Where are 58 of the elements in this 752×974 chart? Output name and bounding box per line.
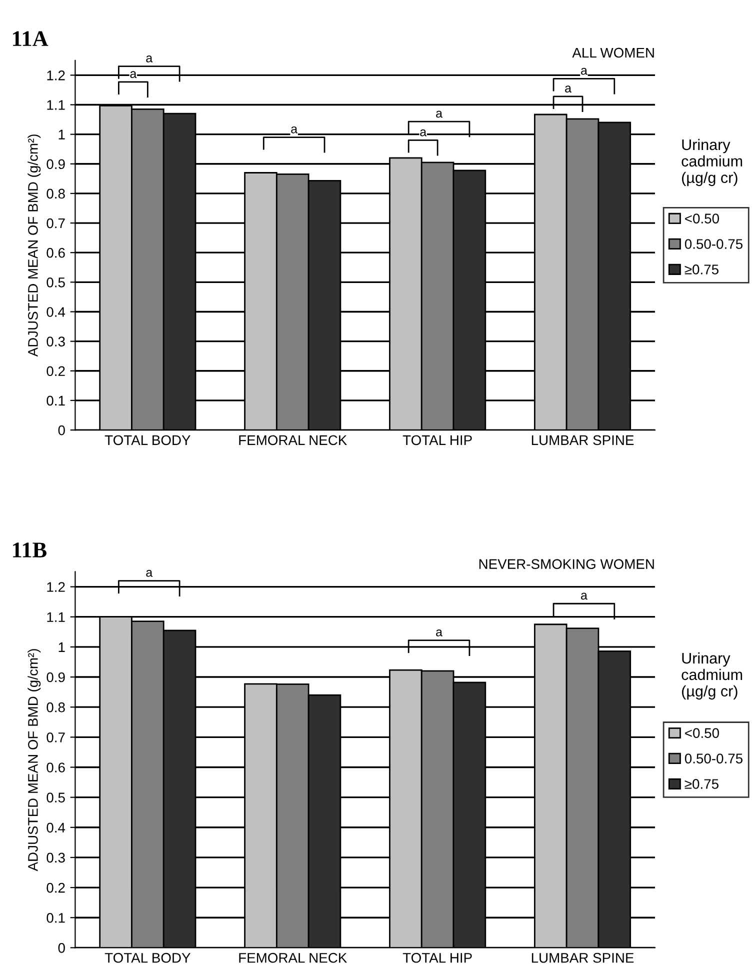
y-tick-label: 0 (58, 425, 65, 436)
y-tick-label: 0.5 (46, 792, 65, 802)
annotation: a (130, 71, 137, 78)
y-tick-label: 0.5 (46, 278, 65, 288)
y-tick-label: 0.4 (46, 307, 66, 317)
annotation: a (146, 570, 153, 577)
annotation: a (565, 86, 572, 93)
y-tick-label: 1.1 (47, 100, 65, 110)
y-tick-label: 1.1 (47, 612, 65, 622)
x-tick-label: FEMORAL NECK (239, 435, 347, 446)
x-tick-label: TOTAL HIP (402, 435, 472, 446)
y-tick-label: 0.8 (46, 188, 65, 199)
annotation: a (291, 126, 298, 134)
y-tick-label: 0.6 (46, 762, 65, 772)
y-tick-label: 1.2 (47, 70, 65, 80)
legend-label: ≥0.75 (684, 779, 718, 789)
x-tick-label: FEMORAL NECK (239, 952, 347, 963)
y-tick-label: 1.2 (47, 582, 65, 592)
y-tick-label: 0.1 (46, 912, 65, 923)
y-tick-label: 0 (58, 943, 65, 953)
chart-subtitle: ALL WOMEN (572, 48, 654, 58)
x-tick-label: TOTAL BODY (104, 435, 190, 446)
chart-title: 11B (13, 542, 46, 558)
legend-label: <0.50 (685, 214, 719, 224)
chart-subtitle: NEVER-SMOKING WOMEN (479, 559, 654, 569)
legend-label: <0.50 (685, 728, 719, 738)
chart-title: 11A (13, 31, 48, 46)
y-tick-label: 0.6 (46, 248, 65, 258)
x-tick-label: LUMBAR SPINE (532, 952, 634, 963)
annotation: a (146, 56, 153, 62)
y-tick-label: 0.2 (46, 882, 65, 893)
y-tick-label: 0.7 (46, 218, 65, 228)
annotation: a (581, 592, 588, 600)
y-tick-label: 0.1 (46, 396, 65, 406)
annotation: a (436, 629, 442, 636)
legend-label: ≥0.75 (684, 264, 718, 274)
y-tick-label: 0.3 (46, 852, 65, 863)
y-axis-title: ADJUSTED MEAN OF BMD (g/cm²) (28, 134, 41, 357)
x-tick-label: TOTAL BODY (104, 952, 190, 963)
y-tick-label: 1 (58, 130, 65, 140)
x-tick-label: TOTAL HIP (402, 952, 472, 963)
y-tick-label: 1 (58, 642, 65, 652)
annotation: a (420, 129, 427, 136)
legend-label: 0.50-0.75 (684, 239, 743, 249)
y-tick-label: 0.3 (46, 336, 65, 346)
annotation: a (581, 68, 588, 75)
legend-label: 0.50-0.75 (684, 754, 743, 764)
x-tick-label: LUMBAR SPINE (532, 435, 634, 446)
annotation: a (436, 110, 442, 118)
y-tick-label: 0.9 (46, 159, 65, 170)
y-tick-label: 0.2 (46, 366, 65, 376)
legend-title: Urinary cadmium (µg/g cr) (682, 138, 742, 186)
y-tick-label: 0.7 (46, 732, 65, 742)
y-tick-label: 0.8 (46, 702, 65, 712)
y-tick-label: 0.9 (46, 672, 65, 682)
y-axis-title: ADJUSTED MEAN OF BMD (g/cm²) (28, 649, 41, 872)
y-tick-label: 0.4 (46, 822, 66, 833)
legend-title: Urinary cadmium (µg/g cr) (682, 652, 742, 700)
